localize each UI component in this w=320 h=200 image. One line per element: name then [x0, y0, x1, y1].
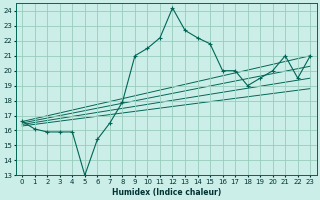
- X-axis label: Humidex (Indice chaleur): Humidex (Indice chaleur): [112, 188, 221, 197]
